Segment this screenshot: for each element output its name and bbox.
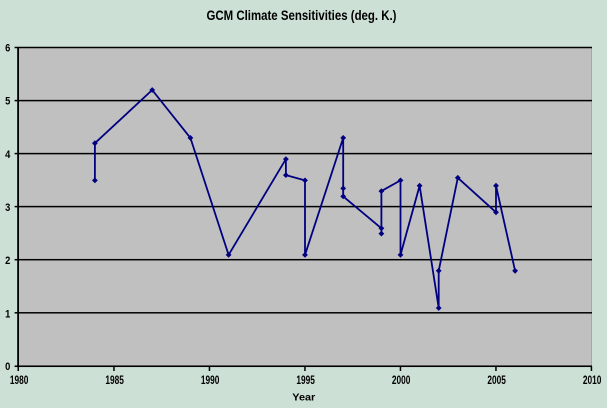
svg-text:0: 0 [5,361,10,373]
svg-text:5: 5 [5,96,10,108]
svg-text:4: 4 [5,149,11,161]
svg-text:3: 3 [5,202,10,214]
svg-text:GCM Climate Sensitivities (deg: GCM Climate Sensitivities (deg. K.) [207,7,397,23]
svg-text:6: 6 [5,43,10,55]
svg-text:1995: 1995 [296,373,315,387]
svg-text:1990: 1990 [201,373,220,387]
svg-text:Year: Year [292,392,315,404]
svg-text:1985: 1985 [105,373,124,387]
svg-text:2010: 2010 [583,373,602,387]
svg-text:2005: 2005 [487,373,506,387]
svg-text:2: 2 [5,255,10,267]
svg-text:2000: 2000 [392,373,411,387]
svg-text:1980: 1980 [10,373,29,387]
svg-text:1: 1 [5,308,10,320]
